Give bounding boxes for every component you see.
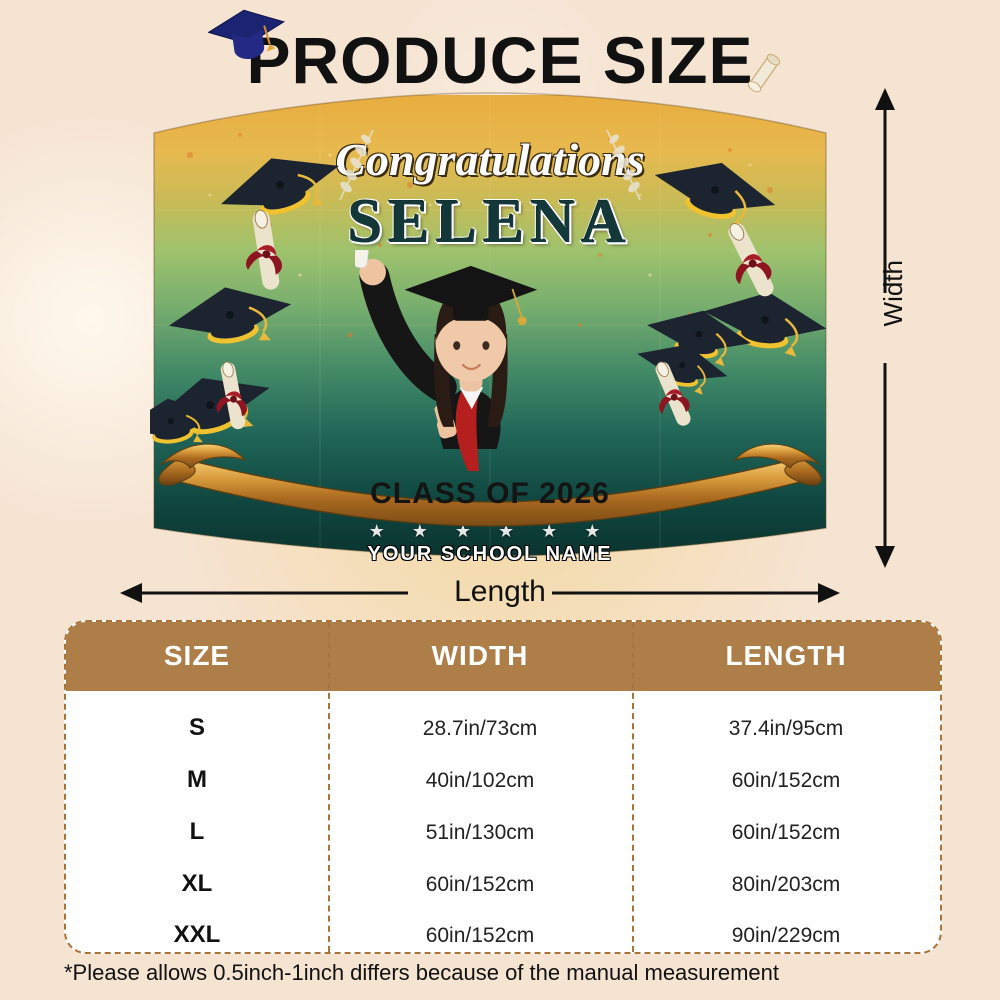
svg-text:CLASS OF 2026: CLASS OF 2026 — [370, 477, 610, 510]
